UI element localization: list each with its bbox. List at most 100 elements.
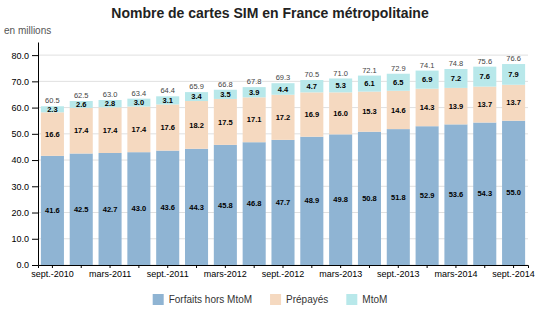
data-label: 14.3 bbox=[420, 103, 435, 112]
legend-label: MtoM bbox=[362, 294, 387, 305]
y-tick-mark bbox=[32, 239, 38, 240]
data-label: 42.5 bbox=[74, 205, 89, 214]
data-label: 41.6 bbox=[45, 206, 60, 215]
x-tick-mark bbox=[167, 265, 168, 268]
data-label: 3.5 bbox=[220, 90, 230, 99]
x-tick-label: sept.-2011 bbox=[147, 269, 189, 279]
data-label: 7.2 bbox=[451, 74, 461, 83]
bar bbox=[99, 107, 122, 153]
data-label: 6.1 bbox=[364, 79, 374, 88]
bar bbox=[358, 132, 381, 265]
data-label: 51.8 bbox=[391, 193, 406, 202]
x-tick bbox=[427, 265, 428, 268]
x-axis-line bbox=[39, 266, 529, 269]
x-tick-mark bbox=[455, 265, 456, 268]
x-tick-mark bbox=[283, 265, 284, 268]
data-label: 3.1 bbox=[162, 96, 172, 105]
total-label: 67.8 bbox=[247, 77, 262, 86]
bar bbox=[444, 88, 467, 124]
bar bbox=[416, 71, 439, 89]
y-axis: 0.010.020.030.040.050.060.070.080.0 bbox=[11, 43, 38, 271]
x-tick-mark bbox=[81, 265, 82, 268]
x-tick: sept.-2011 bbox=[147, 265, 189, 279]
x-tick-mark bbox=[484, 265, 485, 268]
data-label: 3.0 bbox=[134, 98, 144, 107]
bar bbox=[127, 99, 150, 107]
data-label: 2.8 bbox=[105, 99, 115, 108]
data-label: 17.2 bbox=[276, 113, 291, 122]
x-tick-mark bbox=[196, 265, 197, 268]
data-label: 5.3 bbox=[335, 81, 345, 90]
data-labels: 41.642.542.743.043.644.345.846.847.748.9… bbox=[45, 54, 521, 215]
y-tick-mark bbox=[32, 108, 38, 109]
legend-item: Prépayés bbox=[270, 294, 328, 305]
bar bbox=[416, 126, 439, 265]
y-tick: 0.0 bbox=[16, 260, 38, 270]
y-tick-label: 0.0 bbox=[16, 260, 29, 270]
data-label: 17.1 bbox=[247, 115, 262, 124]
x-tick-mark bbox=[513, 265, 514, 268]
data-label: 43.0 bbox=[132, 204, 147, 213]
data-label: 46.8 bbox=[247, 199, 262, 208]
data-label: 16.0 bbox=[333, 109, 348, 118]
x-tick-label: mars-2012 bbox=[204, 269, 247, 279]
x-tick bbox=[196, 265, 197, 268]
y-tick: 60.0 bbox=[11, 103, 38, 113]
data-label: 13.9 bbox=[449, 102, 464, 111]
bar bbox=[358, 92, 381, 132]
data-label: 3.4 bbox=[191, 92, 202, 101]
bar bbox=[387, 91, 410, 129]
x-tick-label: sept.-2013 bbox=[377, 269, 420, 279]
bar bbox=[502, 85, 525, 121]
bar bbox=[387, 129, 410, 265]
bar bbox=[243, 97, 266, 142]
data-label: 18.2 bbox=[189, 121, 204, 130]
data-label: 2.6 bbox=[76, 100, 86, 109]
bar bbox=[156, 104, 179, 150]
bar bbox=[329, 134, 352, 265]
chart-container: Nombre de cartes SIM en France métropoli… bbox=[0, 0, 540, 313]
total-label: 74.1 bbox=[420, 61, 435, 70]
bars bbox=[41, 64, 525, 265]
data-label: 54.3 bbox=[477, 189, 492, 198]
data-label: 3.9 bbox=[249, 88, 259, 97]
bar bbox=[444, 124, 467, 265]
data-label: 13.7 bbox=[506, 98, 521, 107]
bar bbox=[329, 78, 352, 92]
data-label: 15.3 bbox=[362, 107, 377, 116]
y-tick-label: 40.0 bbox=[11, 155, 29, 165]
y-tick-label: 10.0 bbox=[11, 234, 29, 244]
bar bbox=[243, 142, 266, 265]
total-label: 62.5 bbox=[74, 91, 89, 100]
x-tick-mark bbox=[225, 265, 226, 268]
legend-label: Prépayés bbox=[286, 294, 328, 305]
data-label: 17.4 bbox=[74, 126, 89, 135]
bar-series bbox=[41, 64, 525, 112]
x-tick-mark bbox=[398, 265, 399, 268]
x-tick-mark bbox=[427, 265, 428, 268]
grid bbox=[38, 55, 528, 265]
x-tick-label: sept.-2014 bbox=[492, 269, 535, 279]
x-tick bbox=[81, 265, 82, 268]
y-tick: 30.0 bbox=[11, 182, 38, 192]
data-label: 47.7 bbox=[276, 198, 291, 207]
data-label: 6.9 bbox=[422, 75, 432, 84]
data-label: 17.5 bbox=[218, 118, 233, 127]
bar bbox=[127, 152, 150, 265]
total-label: 70.5 bbox=[305, 70, 320, 79]
x-tick: sept.-2014 bbox=[492, 265, 535, 279]
chart-title: Nombre de cartes SIM en France métropoli… bbox=[111, 5, 429, 21]
total-label: 63.4 bbox=[132, 89, 147, 98]
data-label: 16.9 bbox=[305, 110, 320, 119]
y-tick-mark bbox=[32, 160, 38, 161]
y-axis-line bbox=[38, 43, 39, 266]
x-tick: sept.-2013 bbox=[377, 265, 420, 279]
legend-swatch bbox=[153, 294, 164, 305]
bar bbox=[185, 92, 208, 101]
chart-svg: Nombre de cartes SIM en France métropoli… bbox=[0, 0, 540, 313]
bar bbox=[185, 101, 208, 149]
data-label: 4.7 bbox=[307, 82, 317, 91]
data-label: 50.8 bbox=[362, 194, 377, 203]
total-label: 65.9 bbox=[189, 82, 204, 91]
bar bbox=[473, 123, 496, 265]
